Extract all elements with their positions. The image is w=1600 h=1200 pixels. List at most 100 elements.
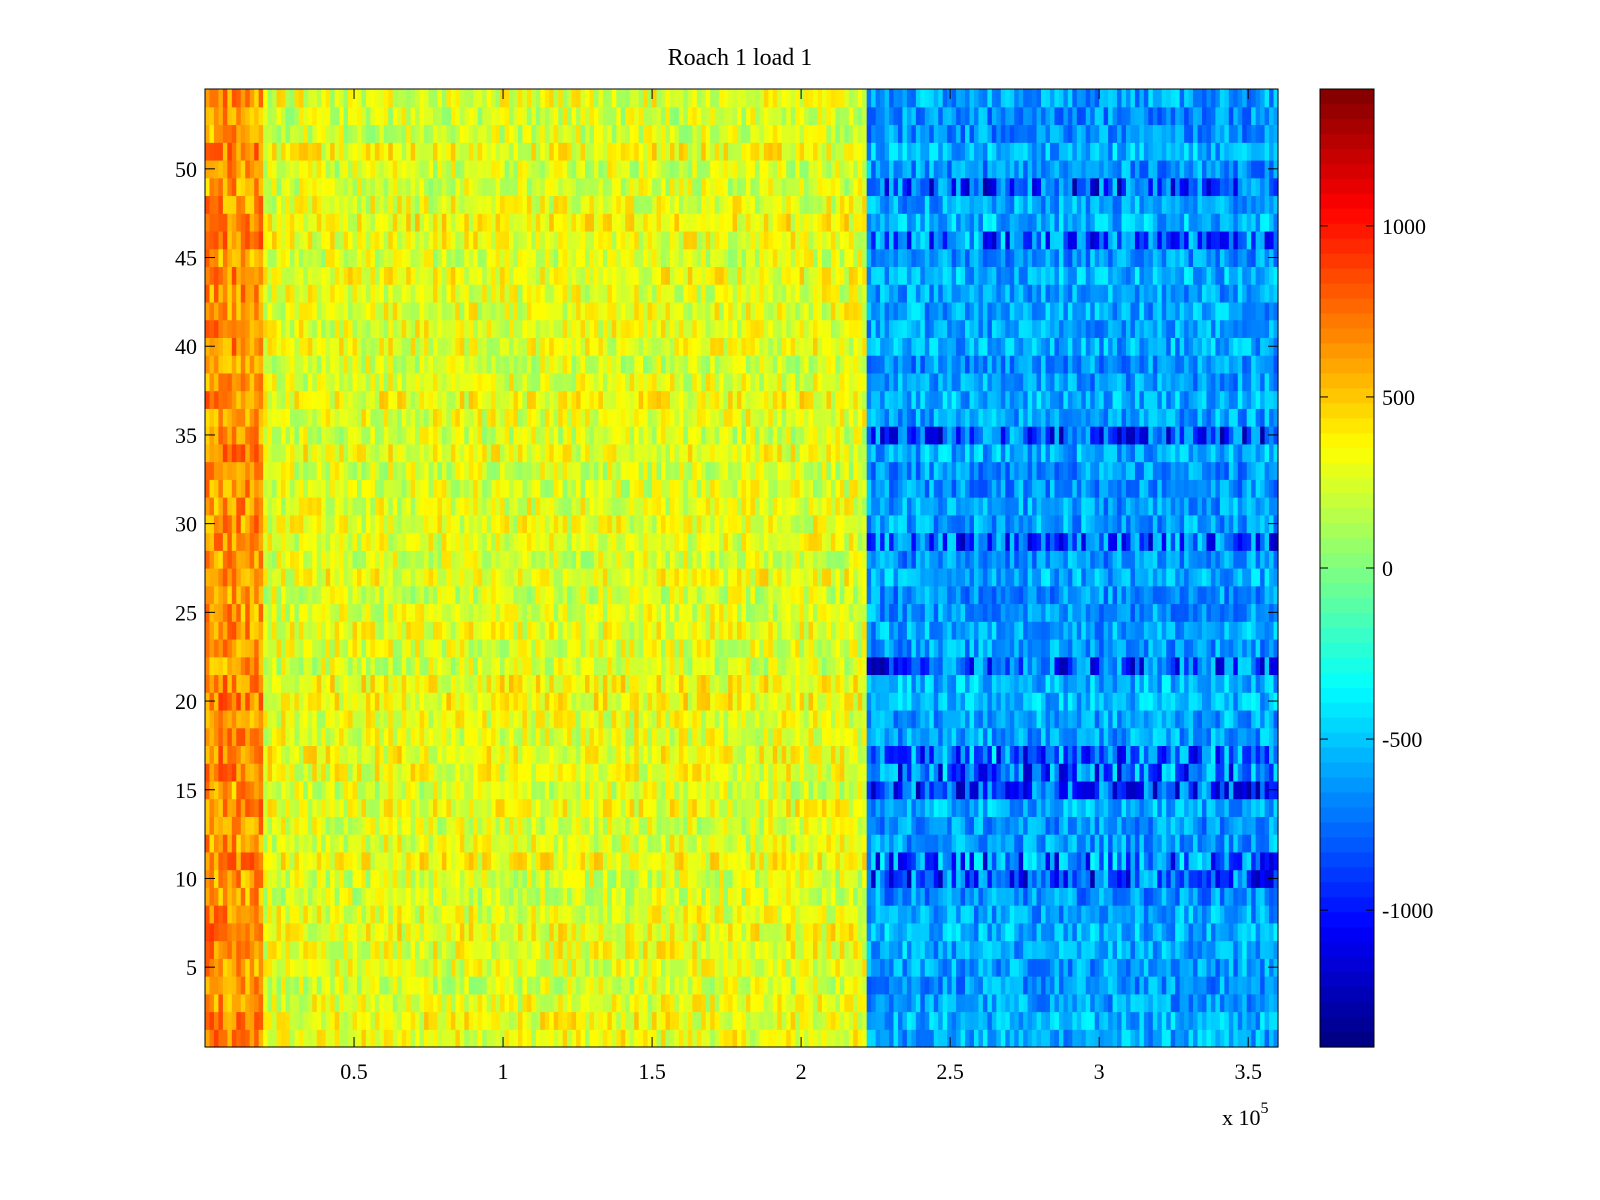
heatmap-cell [947, 993, 953, 1013]
heatmap-cell [500, 834, 506, 853]
heatmap-cell [1009, 1011, 1015, 1030]
heatmap-cell [687, 905, 693, 924]
heatmap-cell [1260, 780, 1266, 800]
heatmap-cell [817, 922, 823, 942]
heatmap-cell [298, 976, 304, 995]
heatmap-cell [263, 922, 269, 942]
heatmap-cell [450, 834, 456, 853]
heatmap-cell [880, 745, 886, 764]
heatmap-cell [446, 709, 452, 729]
heatmap-cell [678, 798, 684, 817]
heatmap-cell [348, 887, 354, 906]
heatmap-cell [1139, 869, 1145, 888]
heatmap-cell [799, 887, 805, 906]
heatmap-cell [459, 816, 465, 835]
heatmap-cell [853, 709, 859, 729]
heatmap-cell [826, 922, 832, 942]
heatmap-cell [576, 993, 582, 1013]
heatmap-cell [558, 780, 564, 800]
heatmap-cell [1228, 958, 1234, 977]
heatmap-cell [1170, 780, 1176, 800]
heatmap-cell [576, 816, 582, 835]
heatmap-cell [374, 922, 380, 942]
heatmap-cell [339, 940, 345, 959]
heatmap-cell [638, 922, 644, 942]
heatmap-cell [1228, 922, 1234, 942]
heatmap-cell [392, 709, 398, 729]
heatmap-cell [728, 905, 734, 924]
heatmap-cell [1161, 869, 1167, 888]
heatmap-cell [638, 692, 644, 711]
heatmap-cell [1041, 745, 1047, 764]
heatmap-cell [714, 958, 720, 977]
heatmap-cell [361, 692, 367, 711]
heatmap-cell [486, 745, 492, 764]
heatmap-cell [1148, 780, 1154, 800]
heatmap-cell [737, 958, 743, 977]
heatmap-cell [477, 887, 483, 906]
heatmap-cell [1269, 834, 1275, 853]
heatmap-cell [285, 816, 291, 835]
heatmap-cell [1273, 851, 1279, 871]
heatmap-cell [334, 887, 340, 906]
heatmap-cell [978, 709, 984, 729]
heatmap-cell [848, 692, 854, 711]
heatmap-cell [419, 887, 425, 906]
heatmap-cell [1014, 834, 1020, 853]
heatmap-cell [567, 1011, 573, 1030]
heatmap-cell [768, 692, 774, 711]
heatmap-cell [951, 887, 957, 906]
heatmap-cell [741, 940, 747, 959]
heatmap-cell [491, 727, 497, 747]
heatmap-cell [862, 887, 868, 906]
heatmap-cell [450, 816, 456, 835]
heatmap-cell [1018, 780, 1024, 800]
heatmap-cell [589, 798, 595, 817]
heatmap-cell [1054, 1029, 1060, 1048]
heatmap-cell [365, 851, 372, 871]
heatmap-cell [357, 780, 363, 800]
heatmap-cell [464, 692, 470, 711]
heatmap-cell [549, 940, 555, 959]
heatmap-cell [701, 958, 707, 977]
heatmap-cell [1269, 905, 1275, 924]
heatmap-cell [424, 798, 430, 817]
heatmap-cell [777, 869, 783, 888]
heatmap-cell [1206, 905, 1212, 924]
heatmap-cell [643, 692, 649, 711]
heatmap-cell [1121, 1029, 1127, 1048]
heatmap-cell [1237, 887, 1243, 906]
heatmap-cell [1197, 976, 1203, 995]
heatmap-cell [218, 993, 224, 1013]
heatmap-cell [254, 887, 260, 906]
heatmap-cell [804, 745, 810, 764]
heatmap-cell [348, 692, 354, 711]
heatmap-cell [1143, 869, 1149, 888]
heatmap-cell [379, 1029, 385, 1048]
heatmap-cell [826, 887, 832, 906]
heatmap-cell [674, 763, 680, 782]
heatmap-cell [316, 709, 322, 729]
heatmap-cell [763, 922, 769, 942]
heatmap-cell [549, 905, 555, 924]
heatmap-cell [522, 887, 528, 906]
heatmap-cell [754, 958, 760, 977]
heatmap-cell [669, 887, 676, 906]
heatmap-cell [1121, 940, 1127, 959]
heatmap-cell [459, 940, 465, 959]
heatmap-cell [1130, 780, 1136, 800]
heatmap-cell [205, 940, 211, 959]
heatmap-cell [965, 745, 971, 764]
heatmap-cell [428, 1011, 434, 1030]
heatmap-cell [343, 816, 349, 835]
heatmap-cell [441, 709, 448, 729]
heatmap-cell [732, 1029, 738, 1048]
heatmap-cell [719, 976, 725, 995]
heatmap-cell [1175, 798, 1181, 817]
heatmap-cell [558, 869, 564, 888]
heatmap-cell [553, 905, 559, 924]
heatmap-cell [701, 763, 707, 782]
heatmap-cell [839, 780, 845, 800]
heatmap-cell [674, 1011, 680, 1030]
heatmap-cell [880, 958, 886, 977]
